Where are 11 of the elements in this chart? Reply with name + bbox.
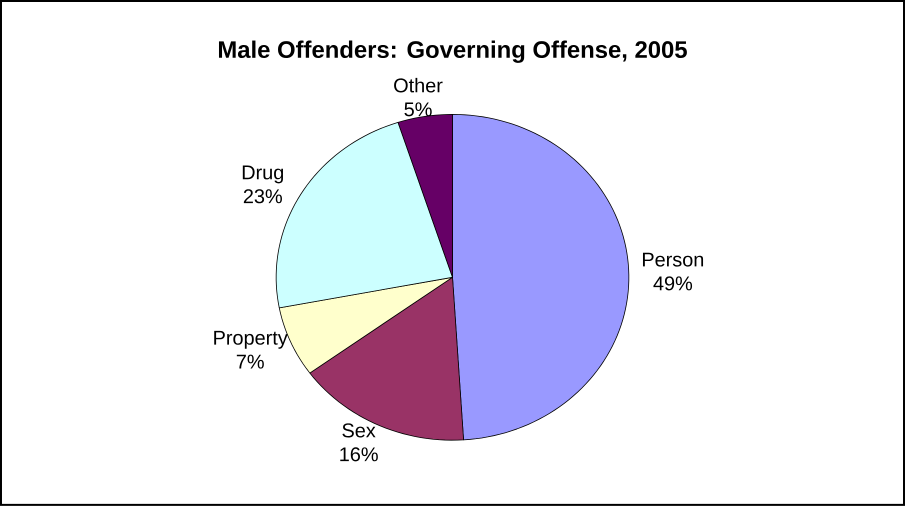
data-label: 49% [653,276,692,290]
slice-label: Drug [242,166,284,184]
data-label: 5% [404,102,432,116]
data-label: 7% [236,354,264,369]
data-label: 23% [244,189,282,204]
slice-label: Property [214,330,288,349]
data-label: 16% [340,447,378,462]
slice-label: Other [394,78,443,93]
slice-label: Person [642,252,704,267]
slice-label: Sex [342,423,376,438]
chart-title: Male Offenders: Governing Offense, 2005 [218,40,687,63]
